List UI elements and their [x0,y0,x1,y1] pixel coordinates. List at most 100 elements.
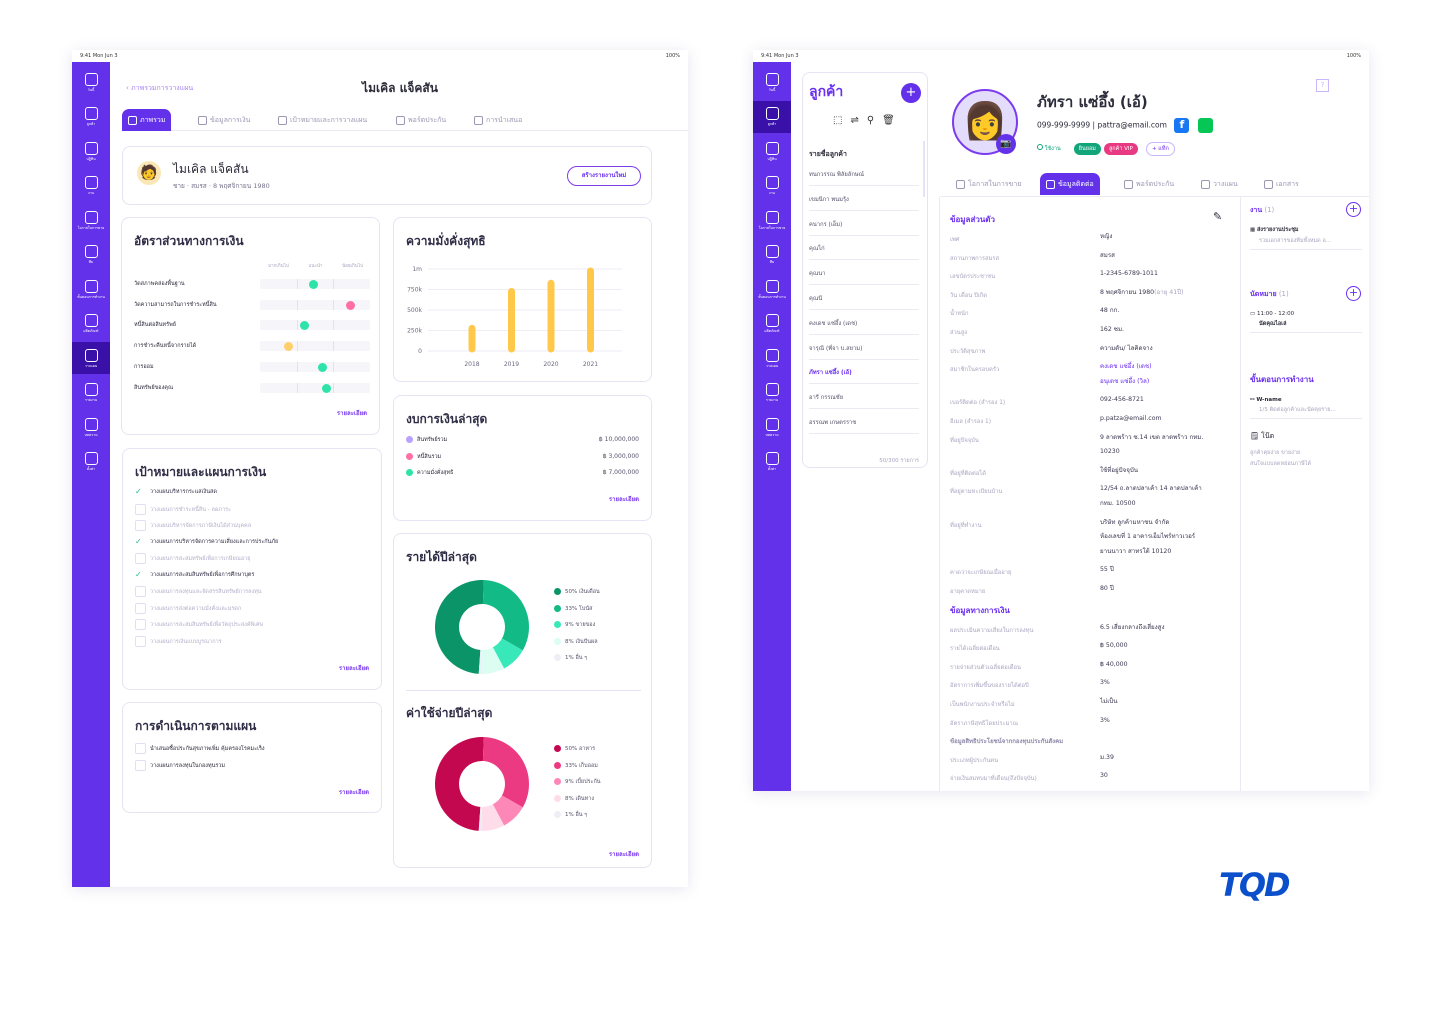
workflow-item[interactable]: ⚯ W-name 1/5 ติดต่อลูกค้าและนัดคุยราย... [1250,397,1362,419]
customer-list-item[interactable]: คงเดช แซ่อึ้ง (เดช) [809,318,919,335]
checkbox[interactable] [135,520,146,531]
checkbox[interactable] [135,602,146,614]
detail-value: หญิง [1100,230,1112,245]
camera-button[interactable]: 📷 [996,134,1016,154]
gear-icon [765,452,779,465]
tab[interactable]: การนำเสนอ [468,109,528,131]
tab[interactable]: โอกาสในการขาย [950,173,1027,195]
x-tick-label: 2019 [504,361,519,368]
customer-list-item[interactable]: จารุณี (พี่จา บ.สยาม) [809,343,919,360]
appointment-item[interactable]: ▭ 11:00 - 12:00 นัดคุณไอเล่ [1250,311,1362,333]
sidebar-item[interactable]: ลูกค้า [753,100,791,133]
checkbox[interactable] [135,503,146,515]
action-item[interactable]: นำเสนอซื้อประกันสุขภาพเพิ่ม คุ้มครองโรคม… [135,743,265,754]
checkbox[interactable] [135,586,146,597]
sidebar-item[interactable]: ตั้งค่า [72,446,110,478]
select-icon[interactable]: ⬚ [833,115,851,126]
sidebar-item[interactable]: รายงาน [753,377,791,409]
tab[interactable]: ข้อมูลการเงิน [192,109,256,131]
sidebar-item[interactable]: วันนี้ [753,66,791,98]
line-icon[interactable] [1197,118,1213,133]
back-link[interactable]: ‹ ภาพรวมการวางแผน [126,84,194,92]
goal-item[interactable]: วางแผนการส่งต่อความมั่งคั่งและมรดก [135,602,241,614]
tab[interactable]: เป้าหมายและการวางแผน [272,109,373,131]
goal-item[interactable]: วางแผนการชำระหนี้สิน - ลดภาระ [135,503,231,515]
goal-item[interactable]: ✓ วางแผนบริหารกระแสเงินสด [135,487,217,496]
customer-list-item[interactable]: คุณนี [809,293,919,310]
customer-list-item[interactable]: ทนกวรรณ พิลัยลักษณ์ [809,169,919,186]
sidebar-item[interactable]: ตั้งค่า [753,446,791,478]
detail-value: 6.5 เสี่ยงกลางถึงเสี่ยงสูง [1100,621,1164,636]
details-link[interactable]: รายละเอียด [608,496,639,503]
sidebar-item[interactable]: วางแผน [72,342,110,374]
action-item[interactable]: วางแผนการลงทุนในกองทุนรวม [135,760,225,771]
sidebar-item[interactable]: โอกาสในการขาย [753,204,791,236]
sidebar-item[interactable]: ทีม [72,239,110,271]
customer-list-item[interactable]: อรรณพ เกษตรราช [809,417,919,434]
add-customer-button[interactable]: + [901,83,921,103]
customer-list-item[interactable]: เขมนิกา พนมรุ้ง [809,194,919,211]
add-tag-button[interactable]: + แท็ก [1145,141,1175,156]
details-link[interactable]: รายละเอียด [338,789,369,796]
task-item[interactable]: ▦ ส่งรายงานประชุม รวมเอกสารของทีมทั้งหมด … [1250,226,1362,250]
sidebar-item[interactable]: ขั้นตอนการทำงาน [72,273,110,305]
create-report-button[interactable]: สร้างรายงานใหม่ [567,166,641,186]
facebook-icon[interactable]: f [1174,118,1190,133]
add-appointment-button[interactable]: + [1346,286,1361,301]
sidebar-item[interactable]: ปฏิทิน [72,135,110,167]
customer-list-item[interactable]: คุณไก่ [809,243,919,261]
checkbox[interactable] [135,760,146,771]
goal-item[interactable]: วางแผนการลงทุนและจัดสรรสินทรัพย์การลงทุน [135,586,262,597]
sidebar-item[interactable]: งาน [753,170,791,202]
add-task-button[interactable]: + [1346,202,1361,217]
help-icon[interactable]: ? [1316,79,1329,92]
goal-item[interactable]: วางแผนการสะสมสินทรัพย์เพื่อวัตถุประสงค์พ… [135,619,263,630]
sidebar-item[interactable]: ผลิตภัณฑ์ [753,308,791,340]
checkbox[interactable] [135,743,146,754]
customer-list-item[interactable]: อารี กรรณชัย [809,392,919,410]
goal-item[interactable]: ✓ วางแผนการบริหารจัดการความเสี่ยงและการปร… [135,537,278,546]
tab[interactable]: ข้อมูลติดต่อ [1040,173,1100,195]
checkbox[interactable] [135,635,146,647]
sidebar-item[interactable]: บทความ [72,411,110,443]
edit-icon[interactable]: ✎ [1213,210,1223,223]
sidebar-item[interactable]: โอกาสในการขาย [72,204,110,236]
details-link[interactable]: รายละเอียด [336,410,367,417]
customer-list-item[interactable]: คุณนา [809,268,919,286]
search-icon[interactable]: ⚲ [866,115,883,126]
tab[interactable]: ภาพรวม [122,109,172,131]
detail-value-text: 12/54 ถ.ลาดปลาเค้า 14 ลาดปลาเค้า กทม. 10… [1100,485,1202,507]
sidebar-item[interactable]: ลูกค้า [72,101,110,133]
contacts-book-icon [765,107,779,120]
goal-item[interactable]: วางแผนการเงินแบบบูรณาการ [135,635,222,647]
tab[interactable]: วางแผน [1195,173,1244,195]
sidebar-item[interactable]: วันนี้ [72,66,110,98]
filter-icon[interactable]: ⇌ [850,115,867,126]
goal-item[interactable]: วางแผนการสะสมทรัพย์เพื่อการเกษียณอายุ [135,553,250,564]
status-battery: 100% [665,53,680,59]
trash-icon[interactable]: 🗑 [882,115,903,126]
tab[interactable]: เอกสาร [1258,173,1305,195]
sidebar-item[interactable]: งาน [72,170,110,202]
ratio-marker [346,300,356,310]
tab[interactable]: พอร์ตประกัน [390,109,452,131]
sidebar-item[interactable]: รายงาน [72,377,110,409]
customer-list-item[interactable]: ภัทรา แซ่อึ้ง (เอ้) [809,367,919,385]
sidebar-item[interactable]: ทีม [753,239,791,271]
details-link[interactable]: รายละเอียด [338,665,369,672]
workflow-name: W-name [1256,397,1282,403]
sidebar-item[interactable]: ขั้นตอนการทำงาน [753,273,791,305]
sidebar-item[interactable]: วางแผน [753,342,791,374]
customer-list-item[interactable]: คนากร (เอ็ม) [809,219,919,236]
sidebar-item-label: ปฏิทิน [86,156,96,161]
goal-item[interactable]: วางแผนบริหารจัดการภาษีเงินได้ส่วนบุคคล [135,520,251,531]
checkbox[interactable] [135,619,146,630]
checkbox[interactable] [135,553,146,564]
details-link[interactable]: รายละเอียด [608,851,639,858]
tab[interactable]: พอร์ตประกัน [1118,173,1180,195]
sidebar-item[interactable]: ผลิตภัณฑ์ [72,308,110,340]
sidebar-item[interactable]: ปฏิทิน [753,135,791,167]
goal-item[interactable]: ✓ วางแผนการสะสมสินทรัพย์เพื่อการศึกษาบุตร [135,570,254,579]
list-scrollbar[interactable] [923,141,925,197]
sidebar-item[interactable]: บทความ [753,411,791,443]
